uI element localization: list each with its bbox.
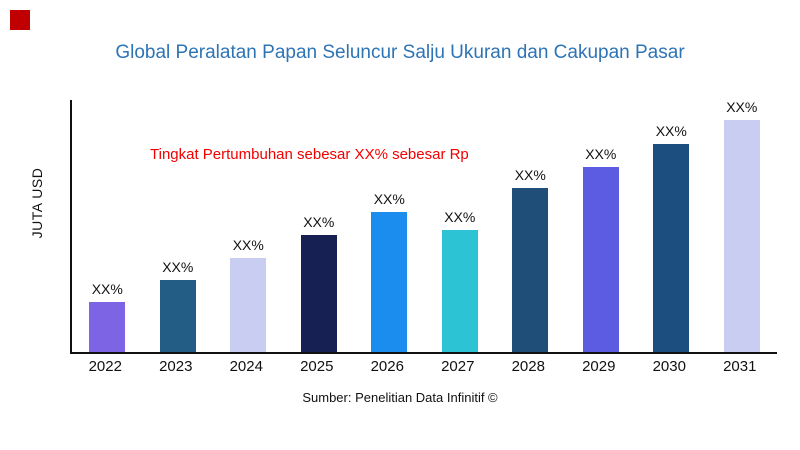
bar-group-2029: XX% xyxy=(579,146,623,352)
bar-value-label-2029: XX% xyxy=(585,146,617,162)
bar-group-2023: XX% xyxy=(156,259,200,352)
x-axis-ticks: 2022 2023 2024 2025 2026 2027 2028 2029 2030 2031 xyxy=(70,358,775,375)
bar-group-2028: XX% xyxy=(508,167,552,352)
bar-group-2024: XX% xyxy=(226,237,270,352)
x-tick-2027: 2027 xyxy=(441,358,475,375)
bar-group-2022: XX% xyxy=(85,281,129,352)
bar-2022 xyxy=(89,302,126,352)
x-tick-2028: 2028 xyxy=(511,358,545,375)
x-tick-2030: 2030 xyxy=(652,358,686,375)
bar-value-label-2023: XX% xyxy=(162,259,194,275)
brand-square xyxy=(10,10,30,30)
bar-group-2025: XX% xyxy=(297,214,341,352)
bar-2028 xyxy=(512,188,549,352)
bar-group-2030: XX% xyxy=(649,123,693,352)
bar-2031 xyxy=(723,120,760,352)
bar-value-label-2026: XX% xyxy=(373,191,405,207)
bar-group-2026: XX% xyxy=(367,191,411,352)
bar-value-label-2030: XX% xyxy=(655,123,687,139)
growth-annotation: Tingkat Pertumbuhan sebesar XX% sebesar … xyxy=(150,146,469,163)
x-tick-2023: 2023 xyxy=(159,358,193,375)
bar-2023 xyxy=(159,280,196,352)
source-credit: Sumber: Penelitian Data Infinitif © xyxy=(302,390,498,405)
bar-2026 xyxy=(371,212,408,352)
bar-value-label-2027: XX% xyxy=(444,209,476,225)
x-tick-2025: 2025 xyxy=(300,358,334,375)
bar-2027 xyxy=(441,230,478,352)
bar-2025 xyxy=(300,235,337,352)
x-tick-2031: 2031 xyxy=(723,358,757,375)
plot-area: XX% XX% XX% XX% XX% XX% XX% XX% XX% XX% xyxy=(70,99,777,354)
bar-value-label-2024: XX% xyxy=(232,237,264,253)
bar-2024 xyxy=(230,258,267,352)
bar-2030 xyxy=(653,144,690,352)
bar-value-label-2031: XX% xyxy=(726,99,758,115)
x-tick-2026: 2026 xyxy=(370,358,404,375)
bar-group-2027: XX% xyxy=(438,209,482,352)
bar-value-label-2025: XX% xyxy=(303,214,335,230)
bar-group-2031: XX% xyxy=(720,99,764,352)
bar-2029 xyxy=(582,167,619,352)
x-tick-2022: 2022 xyxy=(88,358,122,375)
bar-value-label-2028: XX% xyxy=(514,167,546,183)
y-axis-label: JUTA USD xyxy=(29,167,45,239)
chart-title: Global Peralatan Papan Seluncur Salju Uk… xyxy=(115,42,685,63)
x-tick-2024: 2024 xyxy=(229,358,263,375)
bar-value-label-2022: XX% xyxy=(91,281,123,297)
x-tick-2029: 2029 xyxy=(582,358,616,375)
